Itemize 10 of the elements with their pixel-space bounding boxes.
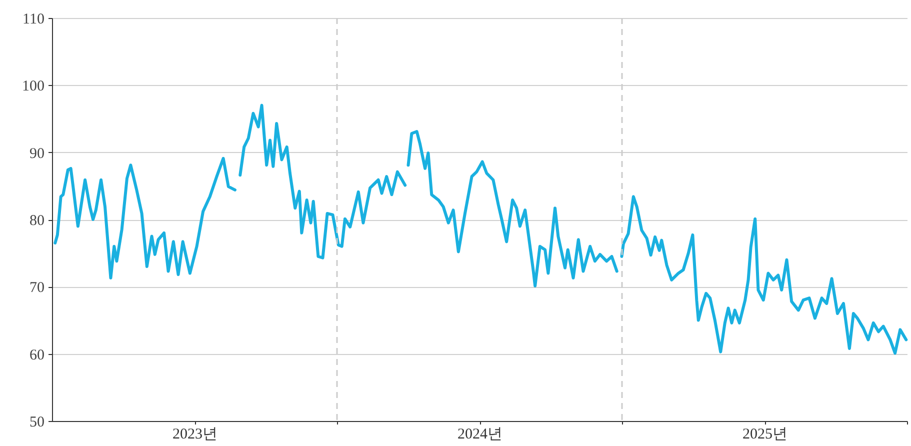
y-tick-label: 100 [22,78,44,95]
y-tick-label: 70 [30,280,44,296]
x-tick-label: 2025년 [742,426,788,442]
y-tick-label: 50 [30,414,44,430]
y-tick-label: 80 [30,213,44,229]
x-tick-label: 2024년 [458,426,502,442]
y-tick-label: 60 [30,347,44,364]
x-tick-label: 2023년 [172,426,218,442]
y-tick-label: 90 [30,146,44,162]
y-tick-label: 110 [22,12,44,28]
